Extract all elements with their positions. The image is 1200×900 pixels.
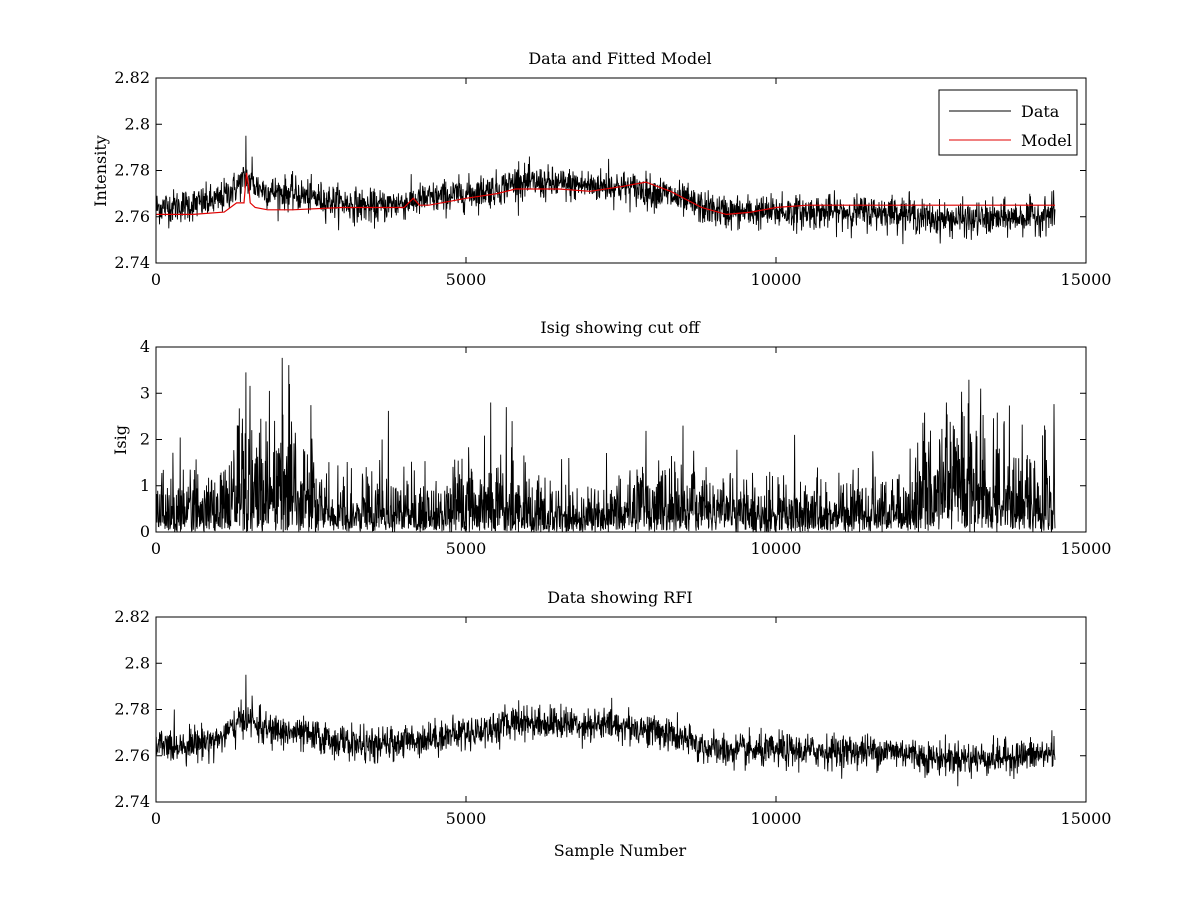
panel-data-and-model: Data and Fitted Model Intensity 0 5000 100… — [91, 49, 1111, 289]
y-tick-label: 2.78 — [114, 161, 150, 180]
y-tick-label: 2.76 — [114, 746, 150, 765]
axes-frame — [155, 77, 1087, 264]
y-tick-label: 1 — [140, 476, 150, 495]
y-tick-label: 2.8 — [125, 114, 150, 133]
y-tick-label: 2.8 — [125, 653, 150, 672]
y-tick-label: 2 — [140, 430, 150, 449]
legend: Data Model — [938, 89, 1078, 156]
tick-group: 0 5000 10000 15000 2.74 2.76 2.78 2.8 2.82 — [114, 607, 1111, 828]
y-tick-label: 2.82 — [114, 607, 150, 626]
x-tick-label: 10000 — [751, 809, 802, 828]
panel-isig: Isig showing cut off Isig 0 5000 10000 1500… — [111, 318, 1111, 558]
panel-title: Data showing RFI — [547, 588, 692, 607]
axes-frame — [155, 346, 1087, 533]
y-tick-label: 2.74 — [114, 792, 150, 811]
y-tick-label: 2.74 — [114, 253, 150, 272]
x-tick-label: 0 — [151, 539, 161, 558]
x-tick-label: 15000 — [1061, 270, 1112, 289]
y-tick-label: 2.76 — [114, 207, 150, 226]
x-tick-label: 0 — [151, 809, 161, 828]
panel-title: Isig showing cut off — [540, 318, 701, 337]
panel-title: Data and Fitted Model — [528, 49, 711, 68]
y-axis-label: Intensity — [91, 135, 110, 207]
y-tick-label: 3 — [140, 383, 150, 402]
y-axis-label: Isig — [111, 425, 130, 455]
x-tick-label: 5000 — [446, 809, 487, 828]
plot-area — [156, 357, 1056, 532]
plot-area — [156, 674, 1056, 787]
y-tick-label: 2.82 — [114, 68, 150, 87]
legend-box — [938, 89, 1078, 156]
x-tick-label: 5000 — [446, 539, 487, 558]
model-series-line — [156, 172, 1055, 216]
x-tick-label: 10000 — [751, 539, 802, 558]
x-axis-label: Sample Number — [554, 841, 687, 860]
signal-series-line — [156, 674, 1056, 787]
x-tick-label: 15000 — [1061, 809, 1112, 828]
y-tick-label: 0 — [140, 522, 150, 541]
y-tick-label: 2.78 — [114, 700, 150, 719]
x-tick-label: 15000 — [1061, 539, 1112, 558]
signal-series-line — [156, 357, 1056, 532]
legend-data-label: Data — [1021, 102, 1060, 121]
data-series-line — [156, 135, 1056, 245]
panel-data-rfi: Data showing RFI Sample Number 0 5000 1000… — [114, 588, 1111, 860]
legend-model-label: Model — [1021, 131, 1072, 150]
tick-group: 0 5000 10000 15000 0 1 2 3 4 — [140, 337, 1112, 558]
x-tick-label: 10000 — [751, 270, 802, 289]
x-tick-label: 0 — [151, 270, 161, 289]
x-tick-label: 5000 — [446, 270, 487, 289]
axes-frame — [155, 616, 1087, 803]
plot-area — [156, 135, 1056, 245]
tick-group: 0 5000 10000 15000 2.74 2.76 2.78 2.8 2.82 — [114, 68, 1111, 289]
y-tick-label: 4 — [140, 337, 150, 356]
